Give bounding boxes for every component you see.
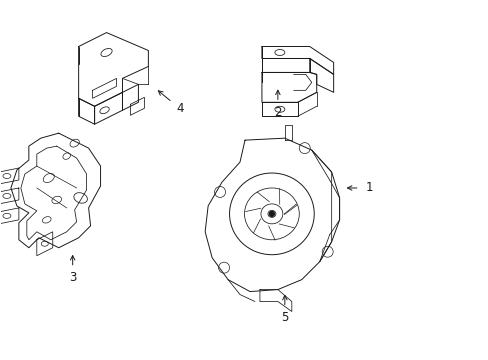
Text: 1: 1 (365, 181, 372, 194)
Circle shape (269, 211, 274, 216)
Text: 4: 4 (176, 102, 183, 115)
Text: 5: 5 (281, 311, 288, 324)
Ellipse shape (267, 210, 275, 217)
Text: 3: 3 (69, 271, 76, 284)
Text: 2: 2 (274, 106, 281, 119)
